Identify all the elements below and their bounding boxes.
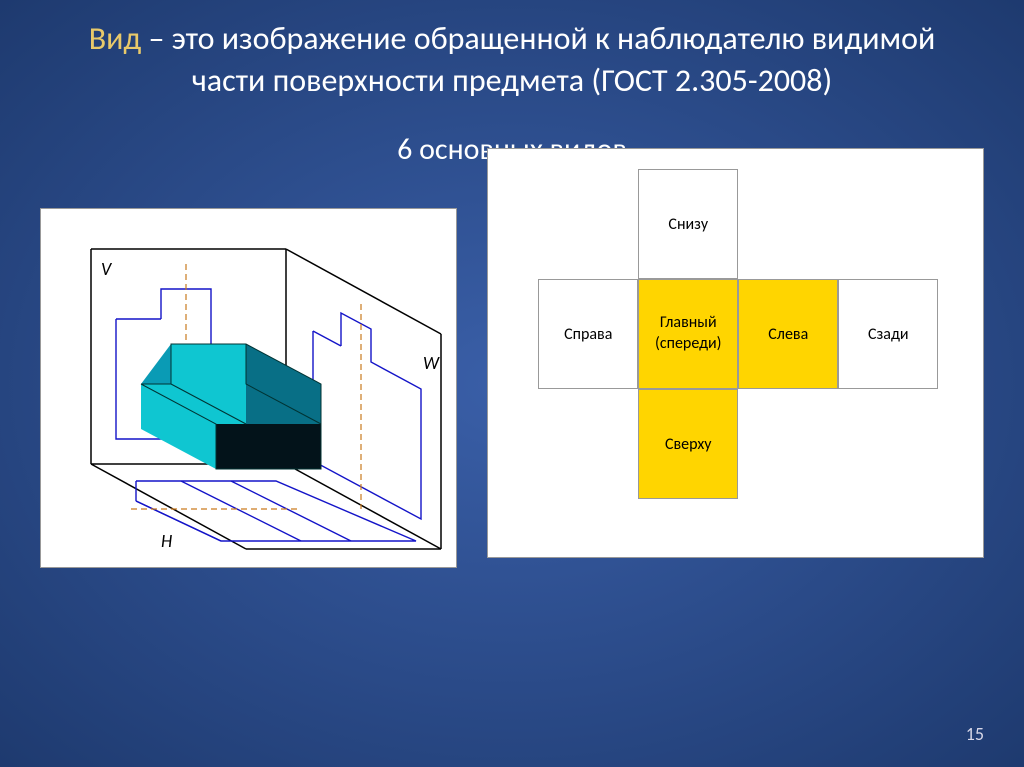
- axis-V-label: V: [101, 258, 113, 280]
- panels-row: V W H Снизу Справа Главный (спереди) Сле…: [0, 168, 1024, 568]
- title-rest: – это изображение обращенной к наблюдате…: [141, 19, 935, 100]
- view-cell-top: Сверху: [638, 389, 738, 499]
- view-cell-rear: Сзади: [838, 279, 938, 389]
- axis-H-label: H: [161, 530, 172, 552]
- view-cell-main: Главный (спереди): [638, 279, 738, 389]
- view-cell-main-line1: Главный: [660, 313, 717, 334]
- axis-W-label: W: [423, 352, 440, 374]
- page-number: 15: [966, 723, 984, 745]
- view-cell-left: Слева: [738, 279, 838, 389]
- title-accent: Вид: [89, 19, 142, 58]
- view-cell-bottom: Снизу: [638, 169, 738, 279]
- projection-diagram: V W H: [40, 208, 457, 568]
- slide-title: Вид – это изображение обращенной к наблю…: [0, 0, 1024, 101]
- view-cell-main-line2: (спереди): [655, 334, 721, 355]
- views-cross-diagram: Снизу Справа Главный (спереди) Слева Сза…: [487, 148, 984, 558]
- view-cell-right: Справа: [538, 279, 638, 389]
